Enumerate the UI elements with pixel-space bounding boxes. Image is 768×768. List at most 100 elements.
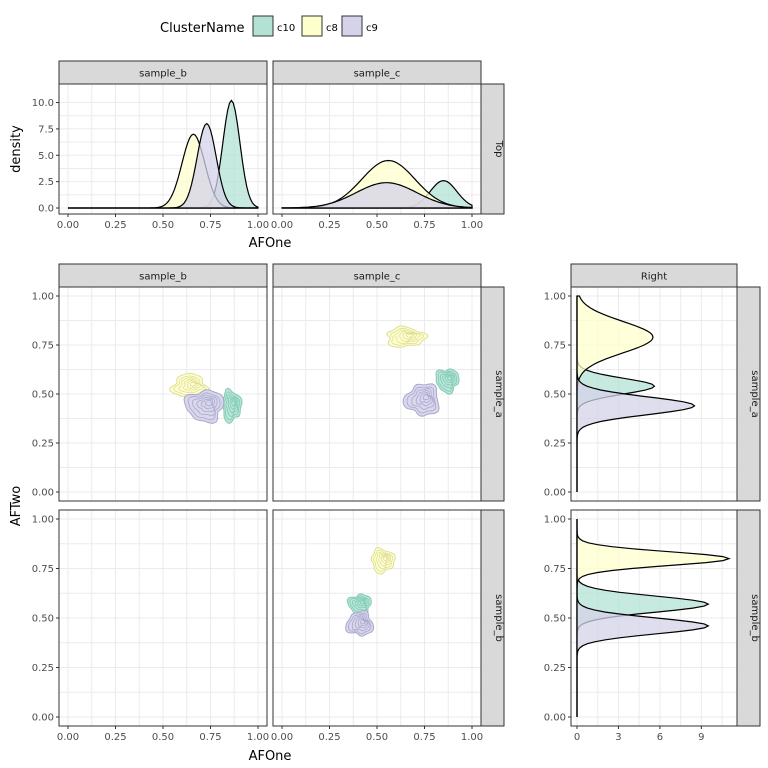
y-tick-label: 1.00 — [32, 515, 54, 526]
density-contour-c8 — [398, 331, 418, 342]
legend-label-c9: c9 — [366, 23, 378, 34]
top-col-sample_b-strip-label: sample_b — [139, 69, 187, 80]
y-tick-label: 0.25 — [544, 663, 566, 674]
density-contour-c9 — [423, 393, 430, 401]
top-x-axis-title: AFOne — [249, 236, 292, 251]
density-contour-c10 — [227, 397, 238, 414]
density-contour-c10 — [359, 600, 365, 605]
x-tick-label: 0.25 — [104, 732, 126, 743]
density-contour-c9 — [351, 614, 370, 632]
density-contour-c8 — [390, 327, 424, 346]
density-contour-c9 — [204, 400, 212, 407]
main-row-sample_b-strip-label: sample_b — [493, 594, 504, 642]
density-contour-c10 — [447, 376, 452, 381]
density-contour-c9 — [191, 394, 218, 416]
x-tick-label: 0.50 — [366, 732, 388, 743]
density-contour-c8 — [183, 378, 202, 391]
density-contour-c8 — [378, 553, 390, 567]
density-curve-c9 — [68, 122, 258, 209]
y-tick-label: 0.50 — [544, 390, 566, 401]
x-tick-label: 0.75 — [199, 732, 221, 743]
density-contour-c9 — [357, 617, 367, 627]
density-region-c9 — [402, 383, 440, 417]
y-tick-label: 1.00 — [544, 515, 566, 526]
density-contour-c8 — [382, 556, 388, 562]
density-curve-c9 — [281, 182, 473, 209]
density-contour-c10 — [354, 598, 366, 609]
density-contour-c10 — [229, 398, 237, 410]
main-row-sample_a-strip-label: sample_a — [493, 370, 504, 418]
density-contour-c9 — [187, 392, 221, 421]
x-tick-label: 0.25 — [318, 732, 340, 743]
x-tick-label: 9 — [698, 732, 704, 743]
y-tick-label: 0.75 — [544, 341, 566, 352]
x-tick-label: 0.75 — [413, 220, 435, 231]
density-contour-c8 — [186, 380, 199, 389]
top-col-sample_b-strip — [58, 60, 268, 85]
y-tick-label: 0.50 — [32, 614, 54, 625]
right-row-sample_b-strip — [736, 509, 761, 727]
x-tick-label: 0.25 — [104, 220, 126, 231]
x-tick-label: 0.00 — [57, 732, 79, 743]
top-col-sample_c-strip — [272, 60, 482, 85]
right-col-strip-label: Right — [641, 272, 667, 283]
x-tick-label: 0.00 — [57, 220, 79, 231]
density-curve-c9 — [576, 296, 696, 492]
density-contour-c9 — [419, 391, 431, 403]
right-row-sample_a-strip — [736, 286, 761, 502]
y-tick-label: 0.0 — [38, 204, 54, 215]
density-contour-c9 — [196, 396, 215, 413]
x-tick-label: 0.50 — [366, 220, 388, 231]
y-tick-label: 0.75 — [32, 341, 54, 352]
x-tick-label: 0.50 — [152, 220, 174, 231]
y-tick-label: 0.75 — [544, 564, 566, 575]
top-y-axis-title: density — [9, 125, 24, 173]
x-tick-label: 1.00 — [247, 732, 269, 743]
density-contour-c8 — [173, 375, 206, 396]
top-row-strip — [480, 83, 505, 215]
y-tick-label: 0.00 — [544, 713, 566, 724]
density-contour-c8 — [402, 332, 415, 340]
x-tick-label: 1.00 — [461, 220, 483, 231]
density-contour-c8 — [375, 551, 392, 570]
legend-swatch-c10 — [252, 15, 274, 37]
legend-label-c8: c8 — [326, 23, 338, 34]
density-contour-c8 — [178, 377, 204, 393]
density-contour-c9 — [200, 398, 214, 410]
density-contour-c10 — [437, 370, 458, 392]
y-tick-label: 0.00 — [544, 488, 566, 499]
y-tick-label: 5.0 — [38, 151, 54, 162]
density-contour-c9 — [415, 390, 433, 407]
main-row-sample_b-strip — [480, 509, 505, 727]
x-tick-label: 1.00 — [461, 732, 483, 743]
density-curve-c9 — [576, 519, 710, 717]
x-tick-label: 1.00 — [247, 220, 269, 231]
legend-swatch-c9 — [341, 15, 363, 37]
x-tick-label: 0.75 — [413, 732, 435, 743]
density-contour-c9 — [348, 612, 372, 635]
y-tick-label: 0.00 — [32, 713, 54, 724]
top-col-sample_c-strip-label: sample_c — [354, 69, 401, 80]
main-col-sample_b-strip-label: sample_b — [139, 272, 187, 283]
density-contour-c10 — [439, 371, 456, 389]
legend-swatch-c8 — [301, 15, 323, 37]
y-tick-label: 0.50 — [544, 614, 566, 625]
density-contour-c8 — [405, 333, 413, 338]
density-contour-c10 — [225, 394, 239, 417]
y-tick-label: 0.25 — [32, 663, 54, 674]
density-contour-c8 — [380, 555, 389, 564]
right-col-strip — [570, 263, 738, 288]
x-tick-label: 0.25 — [318, 220, 340, 231]
legend-label-c10: c10 — [277, 23, 295, 34]
y-tick-label: 7.5 — [38, 124, 54, 135]
main-row-sample_a-strip — [480, 286, 505, 502]
y-tick-label: 0.25 — [32, 439, 54, 450]
main-y-axis-title: AFTwo — [9, 486, 24, 527]
y-tick-label: 2.5 — [38, 177, 54, 188]
x-tick-label: 0.00 — [271, 732, 293, 743]
density-contour-c10 — [442, 373, 454, 386]
density-contour-c9 — [406, 386, 437, 414]
density-contour-c10 — [357, 599, 366, 607]
density-contour-c9 — [359, 619, 366, 625]
